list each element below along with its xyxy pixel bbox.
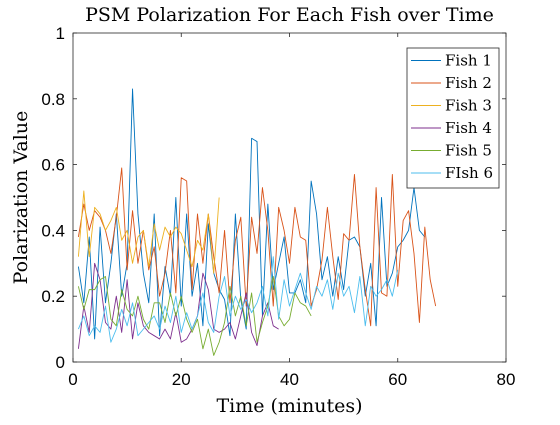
legend-label: Fish 4 (445, 119, 492, 137)
x-tick-label: 80 (497, 370, 516, 389)
x-tick-label: 60 (388, 370, 407, 389)
x-axis-label: Time (minutes) (216, 395, 362, 417)
legend-label: Fish 2 (445, 74, 492, 92)
x-tick-label: 0 (68, 370, 77, 389)
x-tick-label: 40 (280, 370, 299, 389)
ticks-layer: 0 20 40 60 80 0 0.2 0.4 0.6 0.8 1 (41, 24, 515, 389)
legend-label: Fish 3 (445, 97, 492, 115)
y-tick-label: 0.4 (41, 221, 65, 240)
y-tick-label: 0 (56, 353, 65, 372)
series-line-fish-2 (77, 167, 437, 327)
y-tick-label: 0.8 (41, 90, 65, 109)
chart-title: PSM Polarization For Each Fish over Time (85, 4, 494, 26)
legend-label: Fish 5 (445, 142, 492, 160)
legend-label: FIsh 6 (445, 164, 493, 182)
y-tick-label: 0.6 (41, 156, 65, 175)
series-line-fish-5 (77, 276, 312, 356)
y-tick-label: 0.2 (41, 287, 65, 306)
legend-box (406, 47, 500, 189)
series-line-fish-6 (77, 256, 399, 343)
series-line-fish-3 (77, 190, 220, 274)
x-tick-label: 20 (172, 370, 191, 389)
legend: Fish 1 Fish 2 Fish 3 Fish 4 Fish 5 FIsh 6 (406, 47, 500, 189)
series-line-fish-4 (77, 262, 279, 349)
series-line-fish-1 (77, 88, 426, 340)
series-layer (77, 88, 437, 356)
legend-label: Fish 1 (445, 52, 492, 70)
y-tick-label: 1 (56, 24, 65, 43)
y-axis-label: Polarization Value (10, 111, 32, 285)
